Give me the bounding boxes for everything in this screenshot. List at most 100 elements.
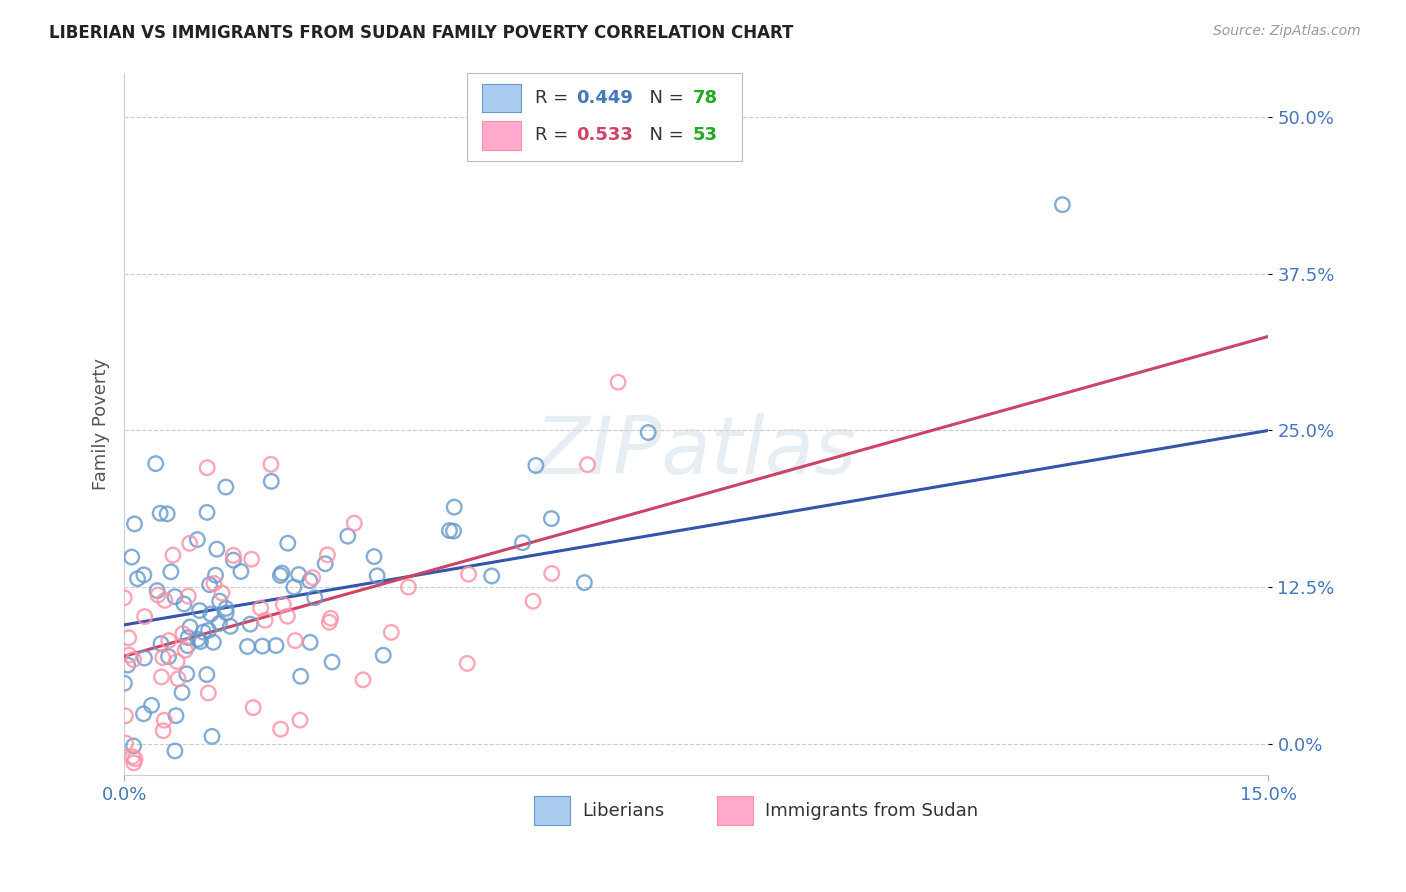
Point [443,500,465,515]
Point [457,567,479,582]
Point [117,658,139,673]
Point [287,567,309,582]
Point [222,553,245,567]
Point [270,722,292,736]
Text: N =: N = [638,89,689,107]
Point [177,631,200,645]
Point [124,516,146,531]
Point [114,736,136,750]
Point [205,542,228,557]
Point [186,533,208,547]
Point [112,676,135,690]
Point [574,575,596,590]
Point [396,580,419,594]
Point [156,507,179,521]
Point [352,673,374,687]
Point [211,586,233,600]
FancyBboxPatch shape [467,73,742,161]
Point [222,549,245,563]
Point [121,550,143,565]
Point [145,457,167,471]
Point [163,744,186,758]
Point [166,655,188,669]
Point [576,458,599,472]
Point [146,588,169,602]
Point [229,565,252,579]
Text: LIBERIAN VS IMMIGRANTS FROM SUDAN FAMILY POVERTY CORRELATION CHART: LIBERIAN VS IMMIGRANTS FROM SUDAN FAMILY… [49,24,793,42]
Point [179,620,201,634]
Point [141,698,163,713]
Point [121,749,143,764]
Point [1052,197,1074,211]
Point [443,524,465,538]
Point [277,536,299,550]
Point [204,568,226,582]
Point [373,648,395,663]
Point [219,619,242,633]
Point [202,576,225,591]
Point [174,643,197,657]
Point [167,672,190,686]
Text: R =: R = [534,127,574,145]
Point [201,730,224,744]
Point [363,549,385,564]
Point [252,639,274,653]
Point [134,609,156,624]
Point [264,639,287,653]
Point [321,655,343,669]
Point [112,591,135,605]
Point [195,505,218,519]
Text: Immigrants from Sudan: Immigrants from Sudan [765,802,979,820]
Text: 78: 78 [693,89,718,107]
Point [637,425,659,440]
Point [283,580,305,594]
Point [177,639,200,653]
FancyBboxPatch shape [482,84,522,112]
Point [316,548,339,562]
Point [152,723,174,738]
Point [254,613,277,627]
Point [146,583,169,598]
Point [215,601,238,615]
Point [195,460,218,475]
Point [215,606,238,620]
Point [318,615,340,630]
Point [314,557,336,571]
Point [260,475,283,489]
Point [157,633,180,648]
Point [242,700,264,714]
Point [298,574,321,588]
Point [200,607,222,621]
Point [179,536,201,550]
Point [439,524,461,538]
Point [122,756,145,770]
Point [132,567,155,582]
FancyBboxPatch shape [717,797,754,824]
Point [150,637,173,651]
Point [208,616,231,631]
Point [276,609,298,624]
FancyBboxPatch shape [534,797,571,824]
Point [173,597,195,611]
Text: 0.449: 0.449 [576,89,633,107]
Point [269,568,291,582]
Point [456,657,478,671]
Point [290,669,312,683]
Point [163,590,186,604]
Point [366,569,388,583]
Point [197,686,219,700]
Point [157,649,180,664]
Point [304,591,326,605]
Point [343,516,366,531]
Point [288,713,311,727]
Point [240,552,263,566]
Point [122,652,145,666]
Point [153,713,176,727]
Point [301,570,323,584]
Point [380,625,402,640]
Point [132,706,155,721]
Point [336,529,359,543]
Point [152,650,174,665]
Point [150,670,173,684]
Point [114,709,136,723]
